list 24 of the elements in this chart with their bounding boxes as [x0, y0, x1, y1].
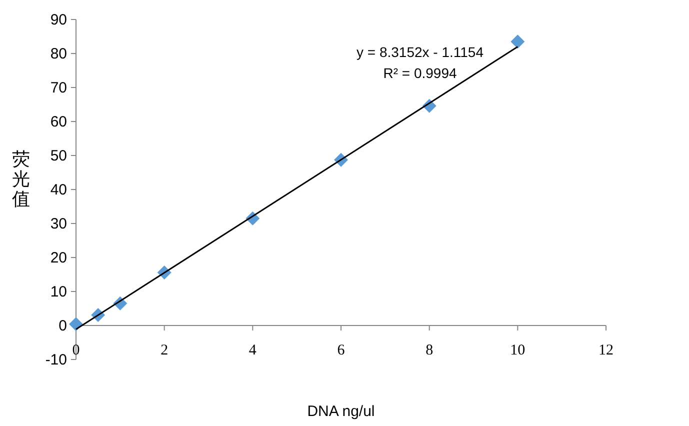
y-tick-label: 60	[50, 114, 67, 130]
annotation: y = 8.3152x - 1.1154	[356, 44, 484, 60]
point	[510, 34, 525, 49]
x-tick-label: 0	[72, 342, 80, 358]
y-tick-label: 0	[58, 318, 67, 334]
x-tick-label: 4	[248, 342, 257, 358]
x-tick-label: 2	[160, 342, 168, 358]
y-tick-label: 30	[50, 216, 67, 232]
x-tick-label: 6	[337, 342, 346, 358]
x-tick-label: 10	[510, 342, 526, 358]
y-tick-label: 50	[50, 148, 67, 164]
x-tick-label: 8	[426, 342, 434, 358]
y-tick-label: 90	[50, 12, 67, 28]
y-tick-label: 40	[50, 182, 67, 198]
y-tick-label: -10	[45, 352, 67, 368]
y-axis-title: 荧光值	[12, 149, 30, 209]
point	[69, 317, 83, 332]
x-axis-title: DNA ng/ul	[307, 403, 375, 420]
x-tick-label: 12	[598, 342, 614, 358]
y-tick-label: 10	[50, 284, 67, 300]
annotation: R² = 0.9994	[383, 65, 457, 81]
y-tick-label: 80	[50, 46, 67, 62]
y-tick-label: 70	[50, 80, 67, 96]
y-tick-label: 20	[50, 250, 67, 266]
